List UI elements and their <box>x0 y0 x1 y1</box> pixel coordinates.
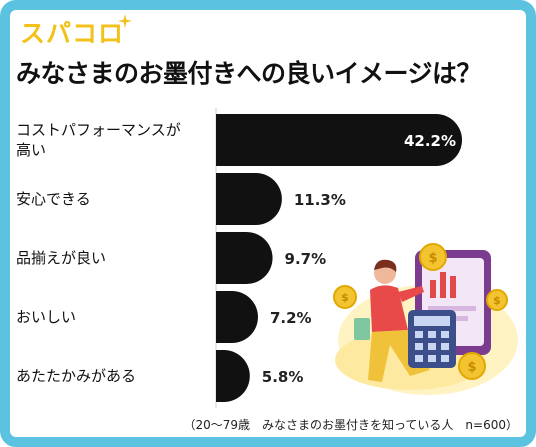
svg-text:$: $ <box>467 360 476 375</box>
bar <box>216 291 258 343</box>
category-label: あたたかみがある <box>16 367 136 385</box>
category-label: おいしい <box>16 308 76 326</box>
category-label: 安心できる <box>16 190 91 208</box>
category-label: コストパフォーマンスが <box>16 121 181 139</box>
svg-text:$: $ <box>341 291 349 304</box>
category-label: 品揃えが良い <box>16 249 106 267</box>
svg-text:$: $ <box>493 294 501 307</box>
bar <box>216 232 273 284</box>
sparkle-icon <box>118 14 132 28</box>
coin-icon: $ <box>419 243 447 271</box>
data-label: 9.7% <box>285 250 327 268</box>
bar <box>216 114 462 166</box>
shopping-illustration: $ $ $ $ <box>333 243 518 395</box>
svg-text:$: $ <box>428 251 437 266</box>
chart-title: みなさまのお墨付きへの良いイメージは？ <box>16 59 482 88</box>
footnote: （20〜79歳 みなさまのお墨付きを知っている人 n=600） <box>183 418 518 432</box>
data-label: 11.3% <box>294 191 346 209</box>
data-label: 42.2% <box>404 132 456 150</box>
calculator-icon <box>408 310 456 368</box>
person-icon <box>354 259 430 382</box>
coin-icon: $ <box>333 285 357 309</box>
bar-chart: $ $ $ $ <box>16 108 518 408</box>
bar <box>216 350 250 402</box>
brand-logo: スパコロ <box>20 19 125 48</box>
bar <box>216 173 282 225</box>
coin-icon: $ <box>458 352 486 380</box>
data-label: 7.2% <box>270 309 312 327</box>
coin-icon: $ <box>486 289 508 311</box>
category-label: 高い <box>16 141 46 159</box>
data-label: 5.8% <box>262 368 304 386</box>
